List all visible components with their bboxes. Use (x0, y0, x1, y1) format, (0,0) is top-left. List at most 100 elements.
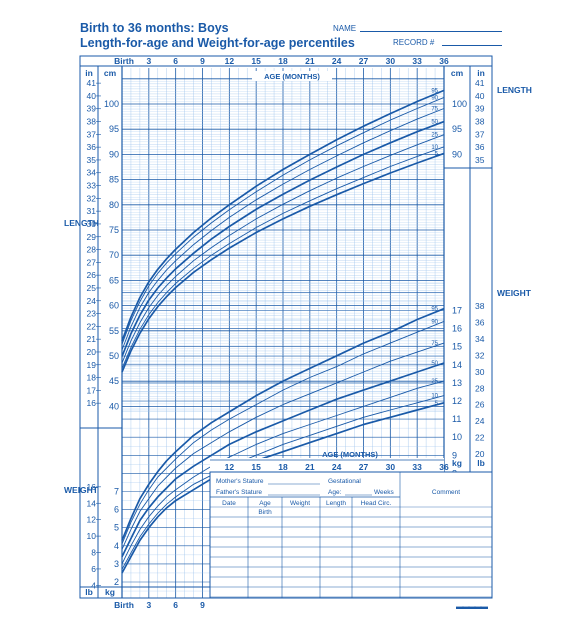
unit-lb-left: lb (85, 587, 93, 597)
col-header: Weight (290, 500, 310, 507)
weight-percentile-label: 90 (431, 319, 438, 325)
x-tick-mid: 12 (225, 462, 235, 472)
length-tick-cm: 40 (109, 401, 119, 411)
weight-tick-kg: 2 (114, 577, 119, 587)
record-label: RECORD # (393, 38, 435, 47)
weight-tick-lb-right: 22 (475, 433, 485, 443)
length-tick-in: 17 (87, 385, 97, 395)
length-percentile-label: 5 (435, 151, 439, 157)
col-header: Date (222, 500, 236, 507)
length-curve-p90 (121, 96, 445, 345)
length-percentile-label: 90 (431, 95, 438, 101)
weight-tick-lb: 12 (87, 515, 97, 525)
length-tick-in: 28 (87, 245, 97, 255)
length-tick-in: 34 (87, 168, 97, 178)
x-tick-top: 3 (146, 56, 151, 66)
x-tick-top: Birth (114, 56, 134, 66)
length-xlabel-bg (252, 71, 332, 81)
length-tick-in: 19 (87, 360, 97, 370)
length-tick-cm-right: 100 (452, 99, 467, 109)
weeks-label: Weeks (374, 489, 394, 496)
weight-tick-lb-right: 38 (475, 301, 485, 311)
weight-tick-kg: 4 (114, 541, 119, 551)
weight-percentile-label: 95 (431, 307, 438, 313)
unit-kg-left: kg (105, 587, 115, 597)
length-curve-p10 (121, 146, 445, 369)
weight-tick-lb-right: 26 (475, 400, 485, 410)
length-percentile-label: 25 (431, 133, 438, 139)
length-curve-p50 (121, 120, 445, 357)
length-tick-in: 29 (87, 232, 97, 242)
length-tick-in: 36 (87, 142, 97, 152)
unit-lb-right: lb (477, 458, 485, 468)
x-tick-top: 12 (225, 56, 235, 66)
x-tick-top: 36 (439, 56, 449, 66)
length-tick-in-right: 41 (475, 78, 485, 88)
x-tick-top: 30 (386, 56, 396, 66)
x-tick-mid: 33 (412, 462, 422, 472)
length-tick-in: 23 (87, 309, 97, 319)
footer-mark: ▬▬▬▬▬ (456, 602, 488, 611)
unit-in-left: in (85, 68, 93, 78)
name-field[interactable] (360, 31, 502, 32)
length-tick-in-right: 40 (475, 91, 485, 101)
x-tick-top: 24 (332, 56, 342, 66)
length-percentile-label: 10 (431, 145, 438, 151)
length-tick-in-right: 38 (475, 117, 485, 127)
weight-tick-kg-right: 9 (452, 450, 457, 460)
length-tick-cm: 60 (109, 301, 119, 311)
length-tick-in-right: 35 (475, 155, 485, 165)
length-tick-in: 22 (87, 321, 97, 331)
gestational-label: Gestational (328, 478, 361, 485)
col-header: Age (259, 500, 271, 507)
weight-tick-lb: 10 (87, 531, 97, 541)
record-table: Mother's Stature Father's Stature Gestatio… (209, 471, 493, 599)
age-label: Age: (328, 489, 342, 496)
length-tick-cm: 70 (109, 250, 119, 260)
weight-tick-lb: 16 (87, 482, 97, 492)
weight-tick-kg-right: 11 (452, 414, 461, 424)
unit-in-right: in (477, 68, 485, 78)
length-tick-cm: 95 (109, 124, 119, 134)
x-tick-top: 27 (359, 56, 369, 66)
length-tick-in: 18 (87, 373, 97, 383)
length-curve-p75 (121, 108, 445, 351)
length-tick-in: 39 (87, 104, 97, 114)
length-tick-in: 16 (87, 398, 97, 408)
weight-tick-kg-right: 10 (452, 432, 462, 442)
weight-tick-kg: 7 (114, 487, 119, 497)
weight-tick-kg: 3 (114, 559, 119, 569)
length-tick-in: 31 (87, 206, 97, 216)
length-tick-in: 24 (87, 296, 97, 306)
weight-tick-kg-right: 15 (452, 342, 462, 352)
weight-tick-lb-right: 36 (475, 318, 485, 328)
x-tick-top: 15 (251, 56, 261, 66)
weight-tick-lb-right: 34 (475, 334, 485, 344)
x-tick-top: 18 (278, 56, 288, 66)
x-tick-mid: 18 (278, 462, 288, 472)
length-tick-cm-right: 90 (452, 149, 462, 159)
weight-tick-kg-right: 12 (452, 396, 462, 406)
percentile-curves (121, 89, 445, 574)
weight-curve-p75 (121, 342, 445, 550)
weight-tick-lb-right: 30 (475, 367, 485, 377)
unit-cm-left: cm (104, 68, 117, 78)
weight-axis-bg (210, 458, 444, 472)
mothers-stature-label: Mother's Stature (216, 478, 264, 485)
record-field[interactable] (442, 45, 502, 46)
length-tick-in: 27 (87, 257, 97, 267)
col-header: Head Circ. (361, 500, 392, 507)
col-header: Length (326, 500, 346, 507)
weight-tick-kg-right: 14 (452, 360, 462, 370)
x-tick-mid: 15 (251, 462, 261, 472)
length-curve-p95 (121, 89, 445, 342)
weight-tick-kg-right: 13 (452, 378, 462, 388)
length-tick-in: 38 (87, 117, 97, 127)
length-tick-in: 37 (87, 129, 97, 139)
length-tick-in: 40 (87, 91, 97, 101)
weight-tick-kg-right: 16 (452, 324, 462, 334)
length-curve-p25 (121, 134, 445, 364)
length-percentile-label: 95 (431, 88, 438, 94)
